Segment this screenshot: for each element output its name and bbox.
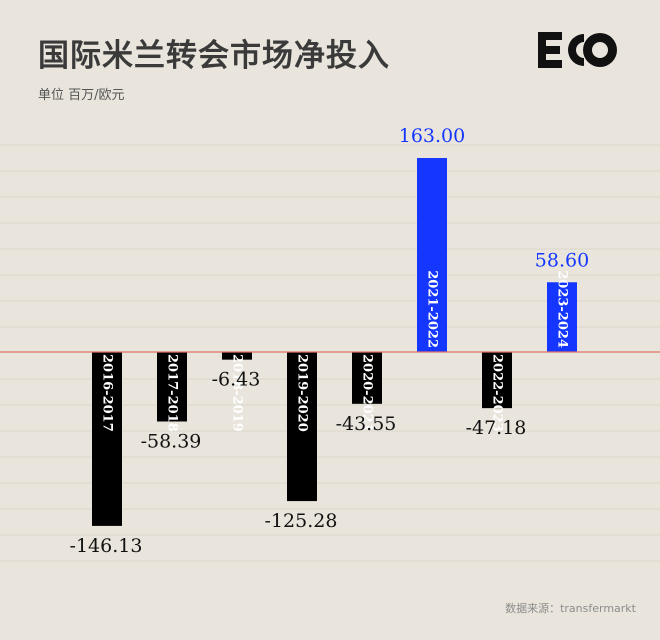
bar-2018-2019	[222, 352, 252, 360]
value-label: -43.55	[336, 413, 397, 435]
bar-2016-2017	[92, 352, 122, 526]
category-label: 2019-2020	[295, 354, 310, 432]
value-label: -58.39	[141, 430, 202, 452]
source-note: 数据来源：transfermarkt	[505, 602, 636, 615]
value-label: -125.28	[265, 510, 338, 532]
value-label: -6.43	[212, 369, 261, 391]
category-label: 2023-2024	[555, 270, 570, 348]
eco-logo	[538, 32, 617, 68]
value-label: 163.00	[399, 125, 465, 147]
bar-2019-2020	[287, 352, 317, 502]
value-label: -47.18	[466, 417, 527, 439]
bar-2021-2022	[417, 158, 447, 352]
category-label: 2020-2021	[360, 354, 375, 432]
bar-2023-2024	[547, 282, 577, 352]
bar-2017-2018	[157, 352, 187, 422]
chart-title: 国际米兰转会市场净投入	[38, 38, 390, 74]
category-label: 2022-2023	[490, 354, 505, 432]
category-label: 2018-2019	[230, 354, 245, 432]
bar-2022-2023	[482, 352, 512, 409]
value-label: 58.60	[535, 249, 589, 271]
category-label: 2017-2018	[165, 354, 180, 432]
category-label: 2021-2022	[425, 270, 440, 348]
unit-label: 单位 百万/欧元	[38, 88, 125, 103]
bar-2020-2021	[352, 352, 382, 404]
value-label: -146.13	[70, 535, 143, 557]
category-label: 2016-2017	[100, 354, 115, 432]
